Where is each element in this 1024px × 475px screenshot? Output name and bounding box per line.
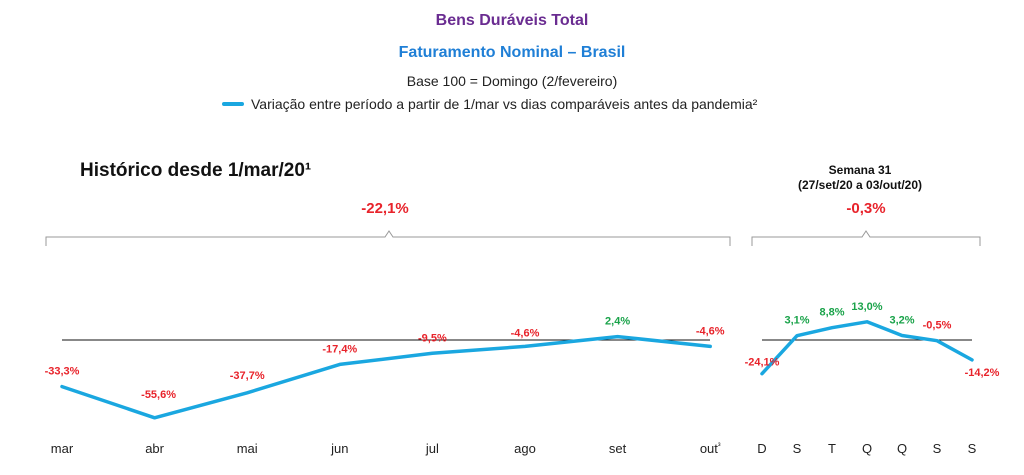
week-data-label: 3,1% xyxy=(784,315,809,327)
history-x-tick: mai xyxy=(237,441,258,456)
week-x-tick: D xyxy=(757,441,766,456)
week-data-label: -0,5% xyxy=(923,320,952,332)
week-x-tick: T xyxy=(828,441,836,456)
history-data-label: 2,4% xyxy=(605,316,630,328)
history-data-label: -17,4% xyxy=(322,343,357,355)
week-bracket xyxy=(751,230,981,246)
week-data-label: -24,1% xyxy=(745,357,780,369)
history-data-label: -9,5% xyxy=(418,332,447,344)
week-x-tick: S xyxy=(793,441,802,456)
history-bracket xyxy=(45,230,731,246)
history-x-tick: abr xyxy=(145,441,164,456)
week-panel-title: Semana 31 (27/set/20 a 03/out/20) xyxy=(760,163,960,193)
history-x-tick: out³ xyxy=(700,441,721,456)
week-data-label: 13,0% xyxy=(851,301,882,313)
legend: Variação entre período a partir de 1/mar… xyxy=(222,96,757,112)
week-data-label: -14,2% xyxy=(965,367,1000,379)
history-panel-title: Histórico desde 1/mar/20¹ xyxy=(80,160,312,181)
week-x-tick: S xyxy=(933,441,942,456)
history-data-label: -55,6% xyxy=(141,389,176,401)
week-x-tick: S xyxy=(968,441,977,456)
history-x-tick: set xyxy=(609,441,627,456)
legend-label: Variação entre período a partir de 1/mar… xyxy=(251,96,758,112)
week-data-label: 8,8% xyxy=(819,307,844,319)
week-summary-value: -0,3% xyxy=(846,200,886,217)
legend-line-swatch xyxy=(222,102,244,106)
week-title: Semana 31 xyxy=(828,163,892,177)
base-note: Base 100 = Domingo (2/fevereiro) xyxy=(406,73,618,89)
history-data-label: -4,6% xyxy=(696,325,725,337)
history-x-tick: ago xyxy=(514,441,536,456)
history-x-tick: jun xyxy=(330,441,348,456)
history-data-label: -33,3% xyxy=(45,366,80,378)
week-date-range: (27/set/20 a 03/out/20) xyxy=(797,178,923,192)
week-x-tick: Q xyxy=(862,441,872,456)
week-x-tick: Q xyxy=(897,441,907,456)
history-data-label: -37,7% xyxy=(230,370,265,382)
history-data-label: -4,6% xyxy=(511,327,540,339)
history-x-tick: mar xyxy=(51,441,74,456)
history-x-tick: jul xyxy=(425,441,439,456)
chart-title: Bens Duráveis Total xyxy=(435,12,589,29)
chart-subtitle: Faturamento Nominal – Brasil xyxy=(398,44,626,61)
history-series-line xyxy=(60,334,712,420)
week-data-label: 3,2% xyxy=(889,315,914,327)
history-summary-value: -22,1% xyxy=(361,200,409,217)
